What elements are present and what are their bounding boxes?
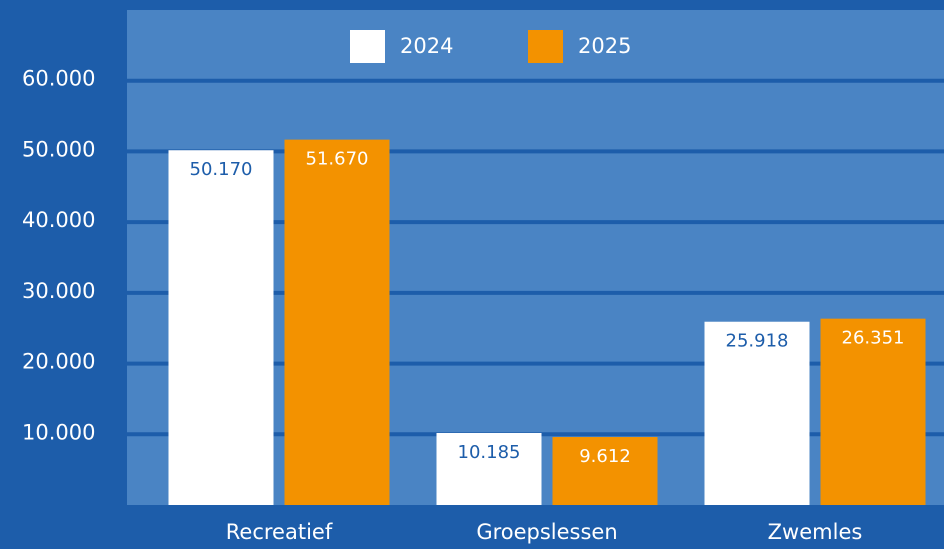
y-tick-label: 10.000 (22, 420, 95, 444)
data-label: 26.351 (842, 328, 905, 349)
data-label: 10.185 (458, 442, 521, 463)
legend-label: 2024 (400, 34, 453, 58)
y-tick-label: 30.000 (22, 279, 95, 303)
data-label: 9.612 (579, 446, 631, 467)
y-tick-label: 40.000 (22, 208, 95, 232)
bar (552, 437, 658, 505)
x-tick-label: Groepslessen (476, 520, 617, 544)
x-tick-label: Zwemles (768, 520, 863, 544)
data-label: 51.670 (306, 149, 369, 170)
x-tick-label: Recreatief (226, 520, 333, 544)
bar (284, 139, 390, 505)
data-label: 50.170 (190, 159, 253, 180)
bar (704, 321, 810, 505)
bar (168, 150, 274, 505)
legend-swatch (350, 30, 385, 63)
legend-swatch (528, 30, 563, 63)
y-tick-label: 20.000 (22, 350, 95, 374)
y-tick-label: 60.000 (22, 67, 95, 91)
legend-label: 2025 (578, 34, 631, 58)
bar (820, 318, 926, 505)
bar (436, 432, 542, 505)
y-tick-label: 50.000 (22, 137, 95, 161)
data-label: 25.918 (726, 331, 789, 352)
